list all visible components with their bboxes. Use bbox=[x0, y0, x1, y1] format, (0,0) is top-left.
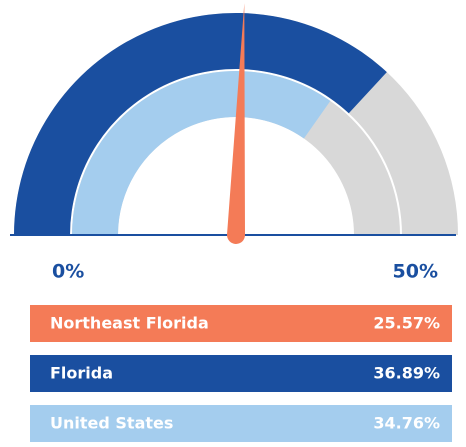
legend-value: 34.76% bbox=[373, 414, 440, 433]
gauge-arc bbox=[14, 12, 387, 235]
tick-label: 0% bbox=[52, 261, 84, 283]
tick-label: 50% bbox=[393, 261, 438, 283]
legend-row bbox=[30, 305, 452, 342]
legend-label: Northeast Florida bbox=[50, 314, 209, 333]
legend-label: Florida bbox=[50, 364, 113, 383]
needle bbox=[226, 3, 245, 245]
legend-row bbox=[30, 405, 452, 442]
gauge-arc bbox=[72, 71, 331, 235]
legend-value: 25.57% bbox=[373, 314, 440, 333]
legend-value: 36.89% bbox=[373, 364, 440, 383]
legend-row bbox=[30, 355, 452, 392]
legend-label: United States bbox=[50, 414, 173, 433]
